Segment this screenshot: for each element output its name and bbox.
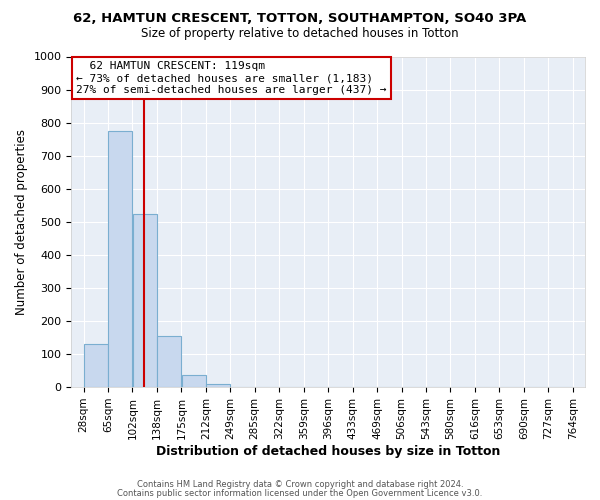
Text: 62 HAMTUN CRESCENT: 119sqm
← 73% of detached houses are smaller (1,183)
27% of s: 62 HAMTUN CRESCENT: 119sqm ← 73% of deta… bbox=[76, 62, 386, 94]
Bar bbox=[206, 384, 230, 387]
Bar bbox=[182, 374, 206, 387]
Bar bbox=[133, 214, 157, 387]
Bar bbox=[83, 344, 108, 387]
Text: 62, HAMTUN CRESCENT, TOTTON, SOUTHAMPTON, SO40 3PA: 62, HAMTUN CRESCENT, TOTTON, SOUTHAMPTON… bbox=[73, 12, 527, 26]
Text: Size of property relative to detached houses in Totton: Size of property relative to detached ho… bbox=[141, 28, 459, 40]
Text: Contains public sector information licensed under the Open Government Licence v3: Contains public sector information licen… bbox=[118, 488, 482, 498]
Bar bbox=[157, 336, 181, 387]
Text: Contains HM Land Registry data © Crown copyright and database right 2024.: Contains HM Land Registry data © Crown c… bbox=[137, 480, 463, 489]
Y-axis label: Number of detached properties: Number of detached properties bbox=[15, 129, 28, 315]
Bar bbox=[108, 131, 132, 387]
X-axis label: Distribution of detached houses by size in Totton: Distribution of detached houses by size … bbox=[156, 444, 500, 458]
